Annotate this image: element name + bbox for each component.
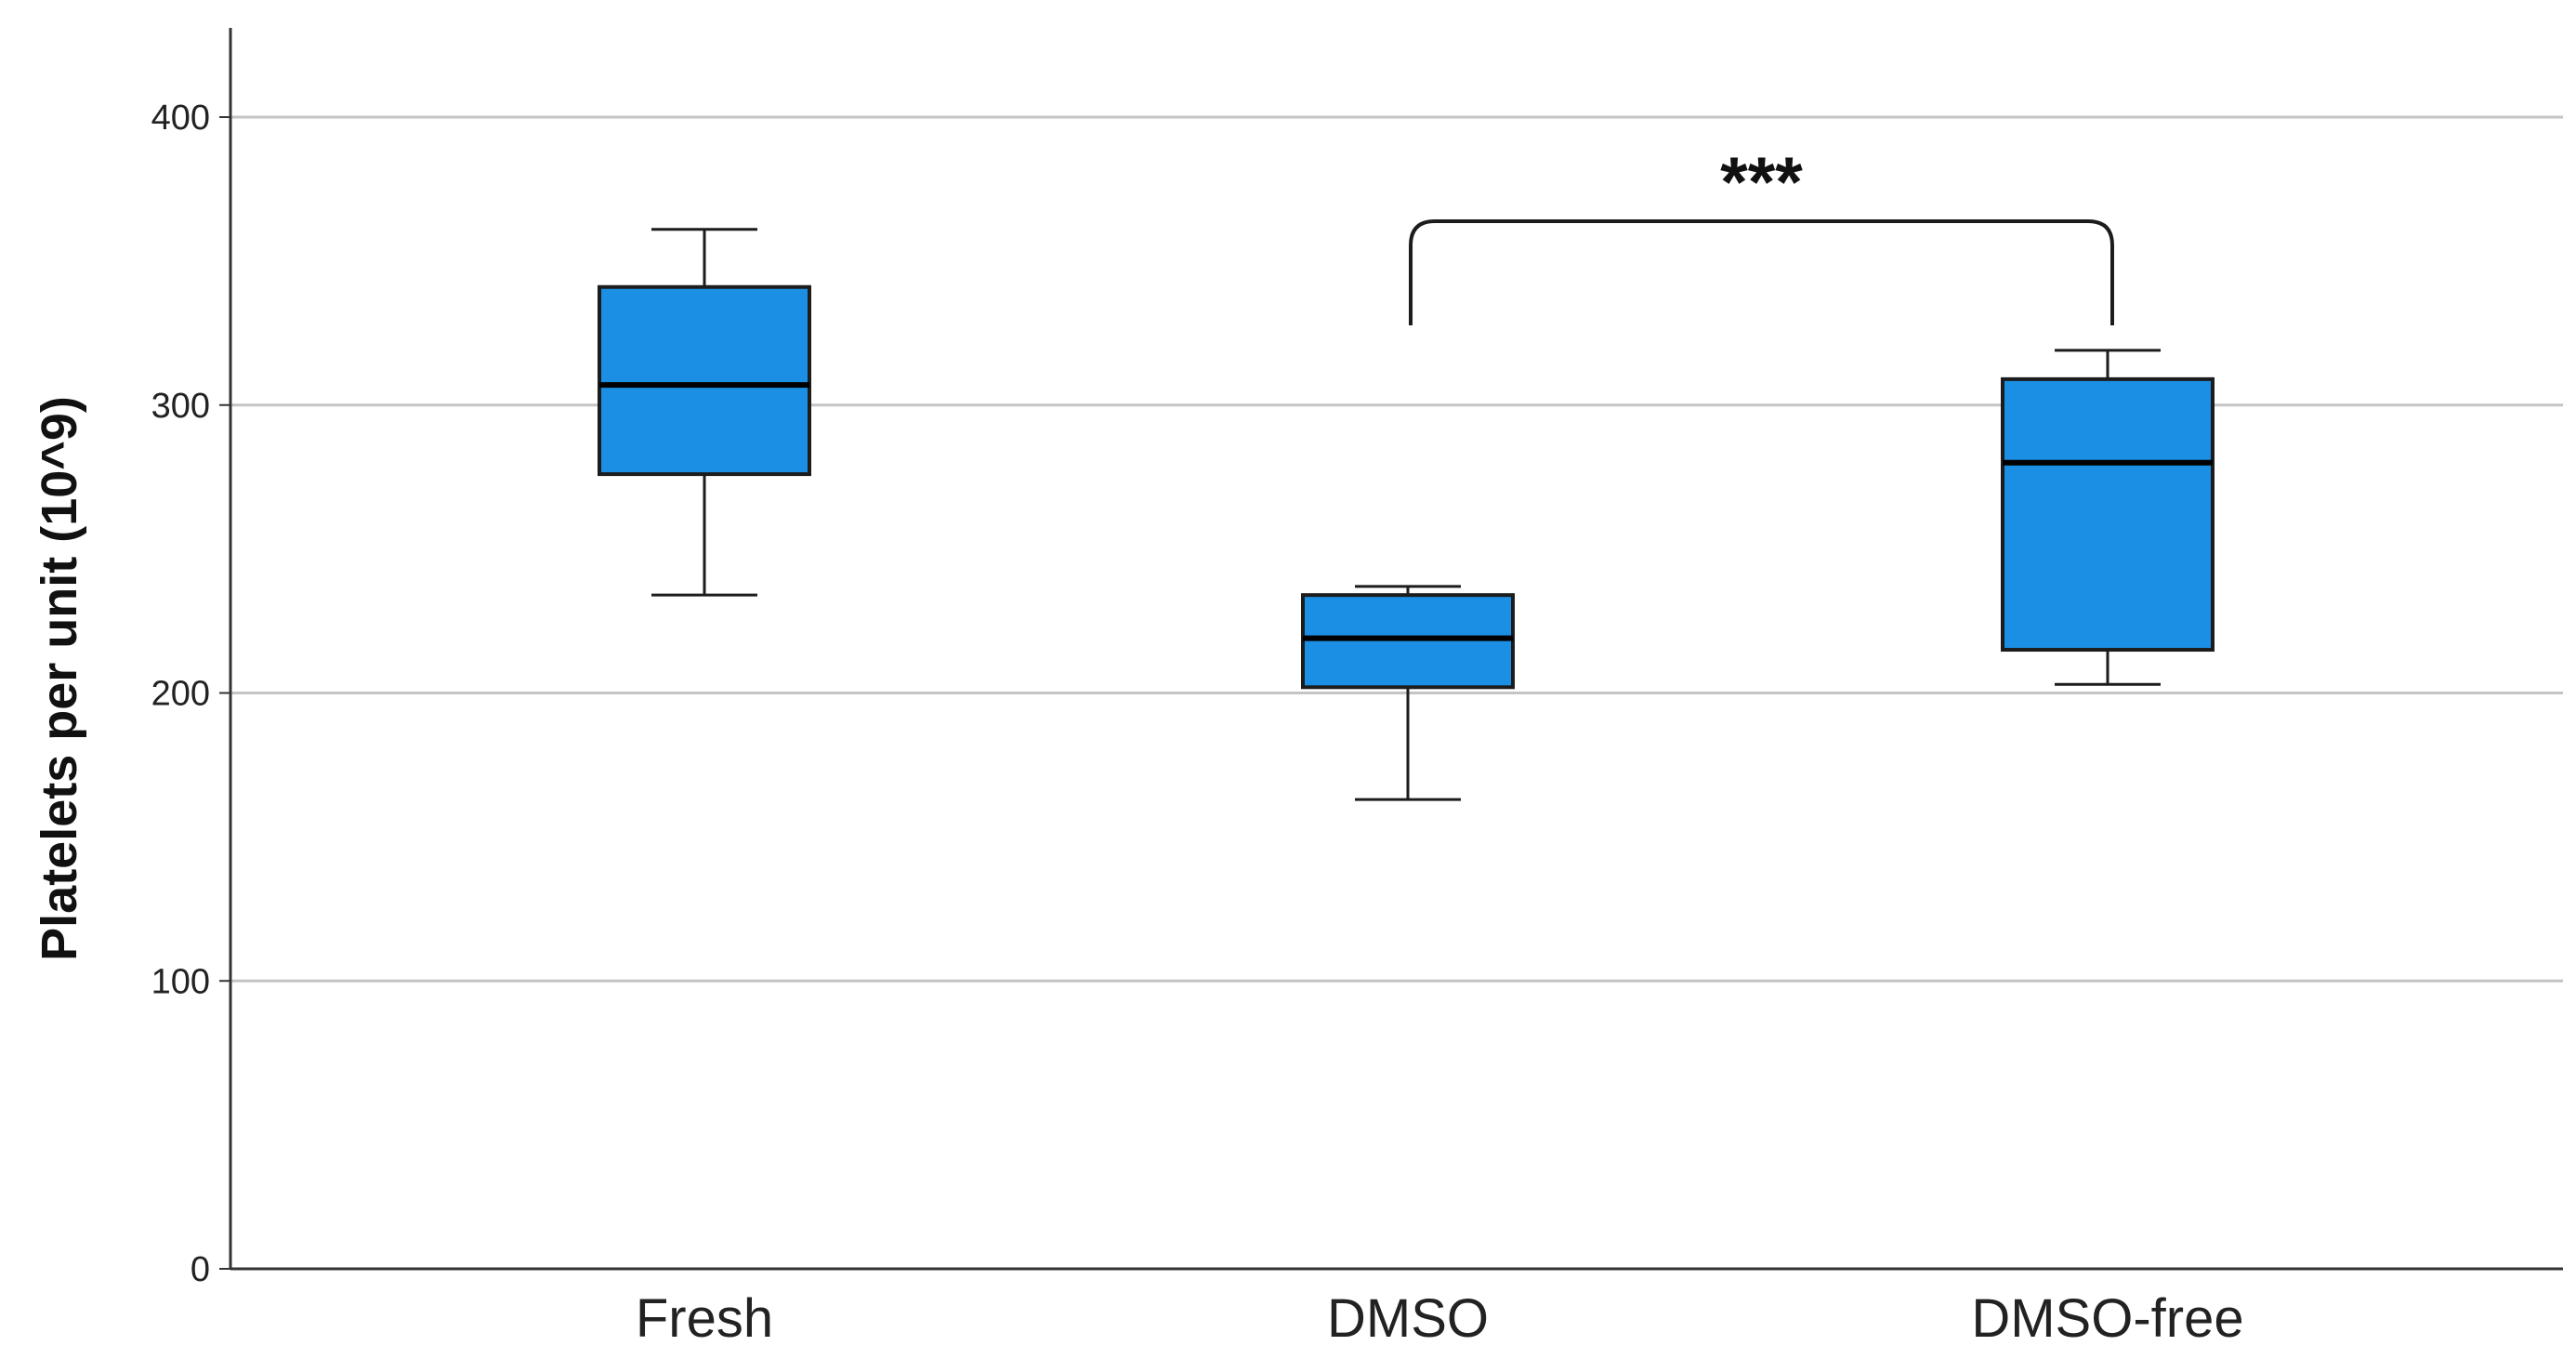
iqr-box-fresh [598, 284, 811, 477]
y-tick-label-0: 0 [191, 1250, 210, 1289]
y-tick-label-100: 100 [151, 962, 210, 1001]
x-category-label-dmso: DMSO [1327, 1288, 1489, 1349]
significance-label-0: *** [1720, 143, 1803, 222]
y-tick-label-400: 400 [151, 99, 210, 138]
x-category-label-dmso-free: DMSO-free [1971, 1288, 2243, 1349]
y-tick-label-300: 300 [151, 387, 210, 426]
y-tick-label-200: 200 [151, 675, 210, 714]
boxes [598, 228, 2215, 801]
axes [219, 28, 2563, 1271]
y-tick-labels: 0 100 200 300 400 [151, 99, 210, 1289]
box-dmso [1301, 585, 1515, 801]
box-dmso-free [2001, 349, 2215, 686]
significance-bracket-0 [1409, 219, 2114, 325]
y-axis-title: Platelets per unit (10^9) [32, 396, 87, 961]
x-category-label-fresh: Fresh [636, 1288, 773, 1349]
significance-annotations: *** [1409, 143, 2114, 325]
box-fresh [598, 228, 811, 597]
iqr-box-dmso-free [2001, 376, 2215, 653]
x-category-labels: Fresh DMSO DMSO-free [636, 1288, 2244, 1349]
iqr-box-dmso [1301, 593, 1515, 690]
